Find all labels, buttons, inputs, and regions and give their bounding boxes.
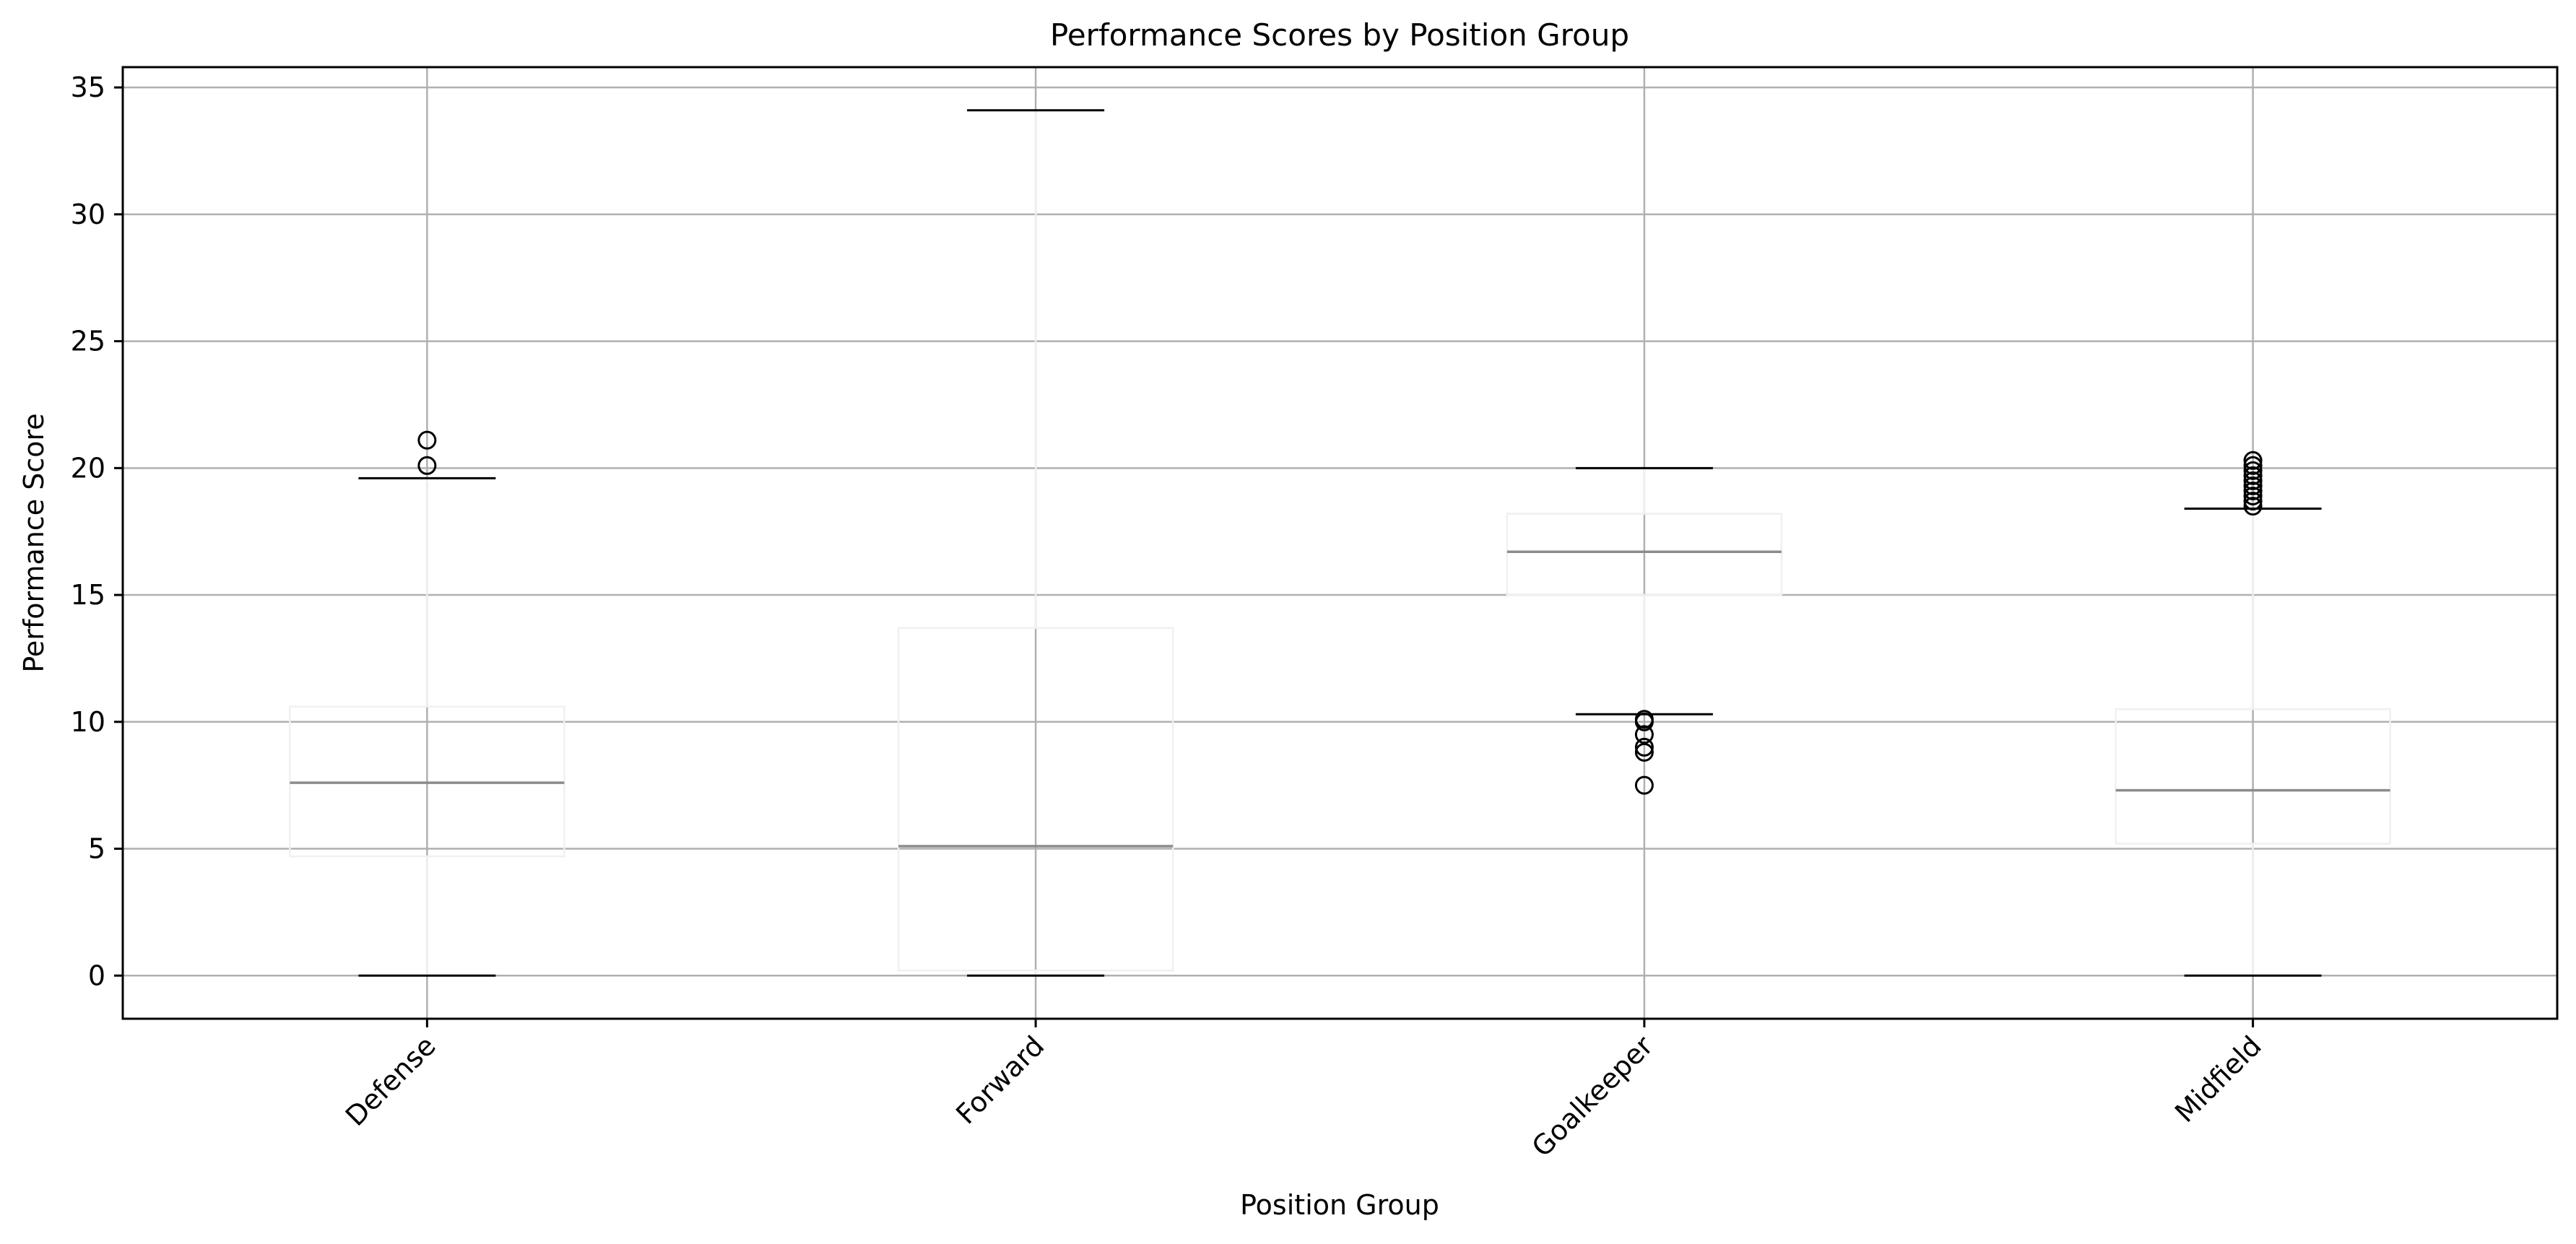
box-group-midfield bbox=[2115, 451, 2391, 977]
outlier-point bbox=[2243, 476, 2263, 495]
box-layer bbox=[289, 109, 2391, 977]
outlier-point bbox=[2243, 461, 2263, 480]
box-group-defense bbox=[289, 430, 565, 977]
y-tick-label: 35 bbox=[71, 71, 105, 103]
x-tick-label: Midfield bbox=[2169, 1030, 2268, 1128]
tick-layer: 0 5 10 15 20 25 30 35 Defense Forward Goalkeeper Mi… bbox=[71, 71, 2268, 1163]
y-tick-label: 5 bbox=[88, 833, 105, 865]
outlier-point bbox=[2243, 471, 2263, 490]
x-tick-label: Forward bbox=[950, 1030, 1050, 1130]
outlier-point bbox=[1634, 725, 1654, 744]
box-iqr bbox=[289, 705, 565, 858]
outlier-point bbox=[1634, 710, 1654, 729]
plot-frame bbox=[121, 66, 2559, 1020]
x-tick-label: Goalkeeper bbox=[1526, 1030, 1660, 1163]
outlier-point bbox=[1634, 742, 1654, 762]
outlier-point bbox=[1634, 775, 1654, 795]
box-group-goalkeeper bbox=[1506, 466, 1783, 795]
y-tick-label: 25 bbox=[71, 326, 105, 357]
outlier-point bbox=[2243, 456, 2263, 475]
outlier-point bbox=[2243, 466, 2263, 485]
y-tick-label: 30 bbox=[71, 199, 105, 230]
outlier-point bbox=[417, 430, 437, 450]
outlier-point bbox=[2243, 451, 2263, 470]
outlier-point bbox=[2243, 486, 2263, 505]
outlier-point bbox=[2243, 492, 2263, 511]
outlier-point bbox=[1634, 737, 1654, 757]
y-axis-label: Performance Score bbox=[18, 413, 50, 672]
y-tick-label: 20 bbox=[71, 452, 105, 484]
box-iqr bbox=[897, 627, 1174, 972]
x-axis-label: Position Group bbox=[1240, 1189, 1439, 1221]
y-tick-label: 0 bbox=[88, 960, 105, 991]
grid-layer bbox=[123, 67, 2557, 1019]
box-iqr bbox=[1506, 513, 1783, 596]
box-group-forward bbox=[897, 109, 1174, 977]
y-tick-label: 10 bbox=[71, 706, 105, 738]
box-iqr bbox=[2115, 708, 2391, 845]
chart-title: Performance Scores by Position Group bbox=[1050, 17, 1629, 53]
outlier-point bbox=[417, 456, 437, 475]
outlier-point bbox=[2243, 481, 2263, 500]
x-tick-label: Defense bbox=[339, 1030, 442, 1132]
outlier-point bbox=[2243, 497, 2263, 516]
y-tick-label: 15 bbox=[71, 579, 105, 611]
